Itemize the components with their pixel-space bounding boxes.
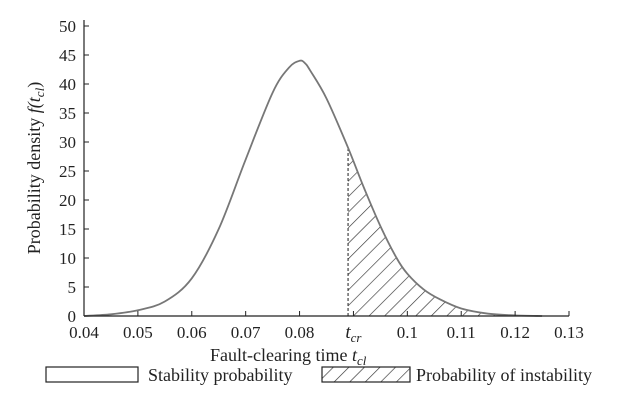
- y-tick-group: 0 5 10 15 20 25 30 35 40 45 50: [59, 17, 89, 326]
- x-tick-label: 0.13: [554, 323, 584, 342]
- y-tick-label: 50: [59, 17, 76, 36]
- x-tick-label: 0.05: [123, 323, 153, 342]
- x-tick-label: 0.11: [447, 323, 476, 342]
- density-curve: [83, 59, 543, 317]
- x-tick-label: 0.08: [285, 323, 315, 342]
- y-axis-label: Probability density f(tcl): [24, 82, 47, 254]
- y-tick-label: 5: [68, 278, 77, 297]
- y-tick-label: 40: [59, 75, 76, 94]
- x-tick-group: 0.04 0.05 0.06 0.07 0.08 tcr 0.1 0.11 0.12 0.13: [69, 311, 584, 345]
- legend-item-instability: Probability of instability: [321, 365, 592, 385]
- y-tick-label: 10: [59, 249, 76, 268]
- x-tick-label: 0.12: [500, 323, 530, 342]
- instability-hatch-area: [348, 147, 543, 316]
- legend: Stability probability Probability of ins…: [45, 365, 592, 385]
- legend-item-stability: Stability probability: [45, 365, 293, 385]
- density-curve-layer: [83, 59, 543, 317]
- y-tick-label: 35: [59, 104, 76, 123]
- y-tick-label: 30: [59, 133, 76, 152]
- legend-label-instability: Probability of instability: [416, 365, 592, 385]
- y-tick-label: 15: [59, 220, 76, 239]
- legend-label-stability: Stability probability: [148, 365, 293, 385]
- y-tick-label: 25: [59, 162, 76, 181]
- y-tick-label: 45: [59, 46, 76, 65]
- x-tick-label: 0.06: [177, 323, 207, 342]
- x-tick-label: 0.04: [69, 323, 99, 342]
- x-axis-label: Fault-clearing time tcl: [210, 345, 367, 368]
- legend-swatch-instability: [321, 366, 411, 383]
- legend-swatch-stability: [45, 366, 139, 383]
- y-tick-label: 0: [68, 307, 77, 326]
- instability-region: [347, 147, 543, 316]
- x-tick-label: tcr: [345, 322, 362, 345]
- y-tick-label: 20: [59, 191, 76, 210]
- x-tick-label: 0.1: [397, 323, 418, 342]
- x-tick-label: 0.07: [231, 323, 261, 342]
